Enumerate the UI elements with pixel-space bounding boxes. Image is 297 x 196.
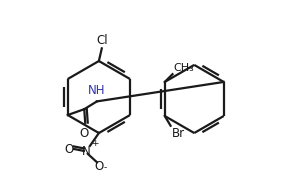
Text: Cl: Cl	[96, 34, 108, 47]
Text: N: N	[82, 145, 91, 158]
Text: O: O	[64, 143, 74, 156]
Text: CH₃: CH₃	[173, 63, 194, 73]
Text: Br: Br	[172, 127, 185, 140]
Text: NH: NH	[88, 83, 106, 97]
Text: O: O	[80, 127, 89, 140]
Text: -: -	[103, 163, 107, 172]
Text: O: O	[94, 160, 103, 173]
Text: +: +	[91, 139, 99, 148]
